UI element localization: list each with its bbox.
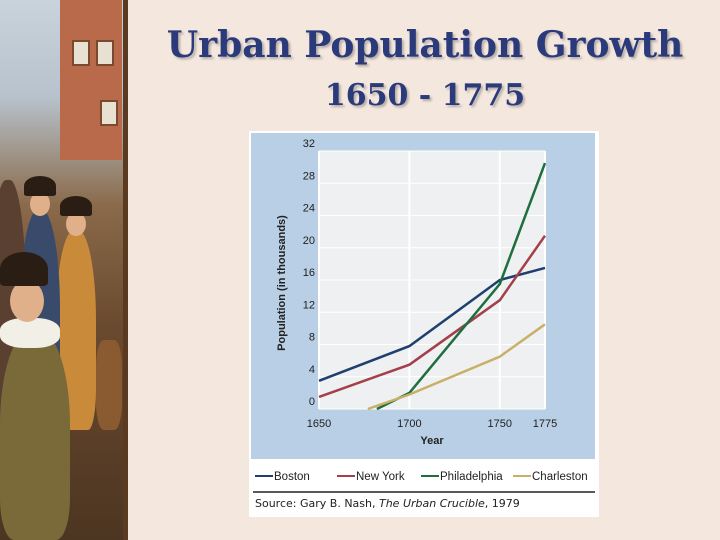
x-tick-labels: 1650 1700 1750 1775 [307, 418, 557, 430]
legend-entry: Charleston [532, 471, 588, 483]
x-axis-label: Year [420, 435, 444, 447]
legend-entry: Boston [274, 471, 310, 483]
y-tick-label: 16 [303, 267, 315, 279]
colonist-face [66, 212, 86, 236]
x-tick-label: 1775 [533, 418, 557, 430]
colonist-hat [60, 196, 92, 216]
x-tick-label: 1750 [488, 418, 512, 430]
y-tick-label: 4 [309, 364, 315, 376]
chart-card: 0 4 8 12 16 20 24 28 32 1650 1700 1750 1775 Year Po… [249, 131, 599, 517]
colonist-face [30, 192, 50, 216]
y-tick-label: 28 [303, 170, 315, 182]
y-tick-label: 20 [303, 235, 315, 247]
source-prefix: Source: Gary B. Nash, [255, 497, 379, 510]
legend: Boston New York Philadelphia Charleston [255, 471, 588, 483]
gentleman-face [10, 280, 44, 322]
series-line-boston [318, 266, 546, 382]
source-work: The Urban Crucible [378, 497, 485, 510]
gentleman-hat [0, 252, 48, 286]
slide-title: Urban Population Growth [166, 24, 684, 66]
building-window [100, 100, 118, 126]
x-tick-label: 1650 [307, 418, 331, 430]
gentleman-figure [0, 330, 70, 540]
y-tick-label: 32 [303, 138, 315, 150]
y-tick-label: 24 [303, 203, 315, 215]
source-suffix: , 1979 [484, 497, 520, 510]
source-citation: Source: Gary B. Nash, The Urban Crucible… [255, 497, 520, 510]
y-tick-label: 0 [309, 396, 315, 408]
y-axis-label: Population (in thousands) [276, 215, 288, 351]
series-lines [318, 162, 547, 411]
line-chart: 0 4 8 12 16 20 24 28 32 1650 1700 1750 1775 Year Po… [251, 133, 595, 493]
barrel [96, 340, 122, 430]
x-tick-label: 1700 [397, 418, 421, 430]
slide-subtitle: 1650 - 1775 [324, 78, 526, 113]
y-tick-label: 8 [309, 332, 315, 344]
lace-collar [0, 318, 60, 348]
brick-building [60, 0, 122, 160]
legend-entry: New York [356, 471, 405, 483]
building-window [96, 40, 114, 66]
series-line-new-york [318, 234, 547, 399]
colonist-hat [24, 176, 56, 196]
y-tick-labels: 0 4 8 12 16 20 24 28 32 [303, 138, 315, 408]
legend-entry: Philadelphia [440, 471, 503, 483]
y-tick-label: 12 [303, 299, 315, 311]
series-line-charleston [367, 323, 546, 411]
painting-frame-edge [123, 0, 128, 540]
historical-painting [0, 0, 128, 540]
building-window [72, 40, 90, 66]
